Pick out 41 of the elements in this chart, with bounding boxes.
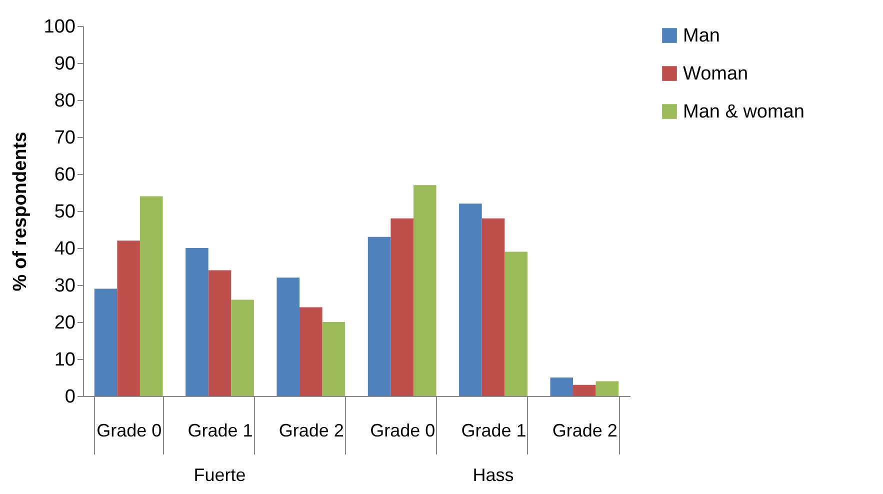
- y-tick-label: 90: [54, 54, 76, 74]
- bar: [504, 252, 528, 396]
- bar: [276, 278, 300, 396]
- bar: [390, 218, 414, 396]
- y-tick-label: 40: [54, 238, 76, 260]
- bar: [368, 236, 391, 396]
- bar: [459, 204, 482, 396]
- legend-label: Woman: [683, 64, 748, 84]
- x-tick-label: Grade 2: [552, 420, 618, 440]
- y-tick-label: 10: [54, 350, 76, 370]
- x-tick-label: Grade 1: [461, 420, 526, 440]
- bar: [94, 288, 118, 396]
- bar: [140, 196, 163, 396]
- bar: [596, 381, 619, 396]
- bar: [573, 384, 596, 396]
- bar: [322, 322, 346, 396]
- x-tick-label: Grade 0: [370, 420, 436, 440]
- bar: [300, 307, 322, 396]
- y-tick-label: 80: [54, 90, 76, 112]
- bar: [482, 218, 505, 396]
- bar: [117, 240, 140, 396]
- y-tick-label: 50: [54, 202, 76, 222]
- bar: [208, 270, 232, 396]
- bar: [231, 300, 254, 396]
- legend-label: Man: [683, 26, 720, 46]
- bar: [186, 248, 208, 396]
- y-axis-title: % of respondents: [10, 132, 31, 292]
- y-tick-label: 100: [44, 16, 76, 38]
- x-tick-label: Grade 2: [278, 420, 344, 440]
- x-tick-label: Grade 1: [188, 420, 253, 440]
- bar: [413, 185, 436, 396]
- bar: [550, 378, 574, 396]
- y-tick-label: 60: [54, 164, 76, 186]
- y-tick-label: 30: [54, 276, 76, 296]
- y-tick-label: 70: [54, 128, 76, 148]
- x-tick-label: Grade 0: [96, 420, 162, 440]
- legend-label: Man & woman: [683, 102, 804, 122]
- y-tick-label: 0: [64, 386, 76, 408]
- text: Fuerte: [194, 465, 246, 485]
- y-tick-label: 20: [54, 312, 76, 334]
- text: Hass: [472, 465, 514, 485]
